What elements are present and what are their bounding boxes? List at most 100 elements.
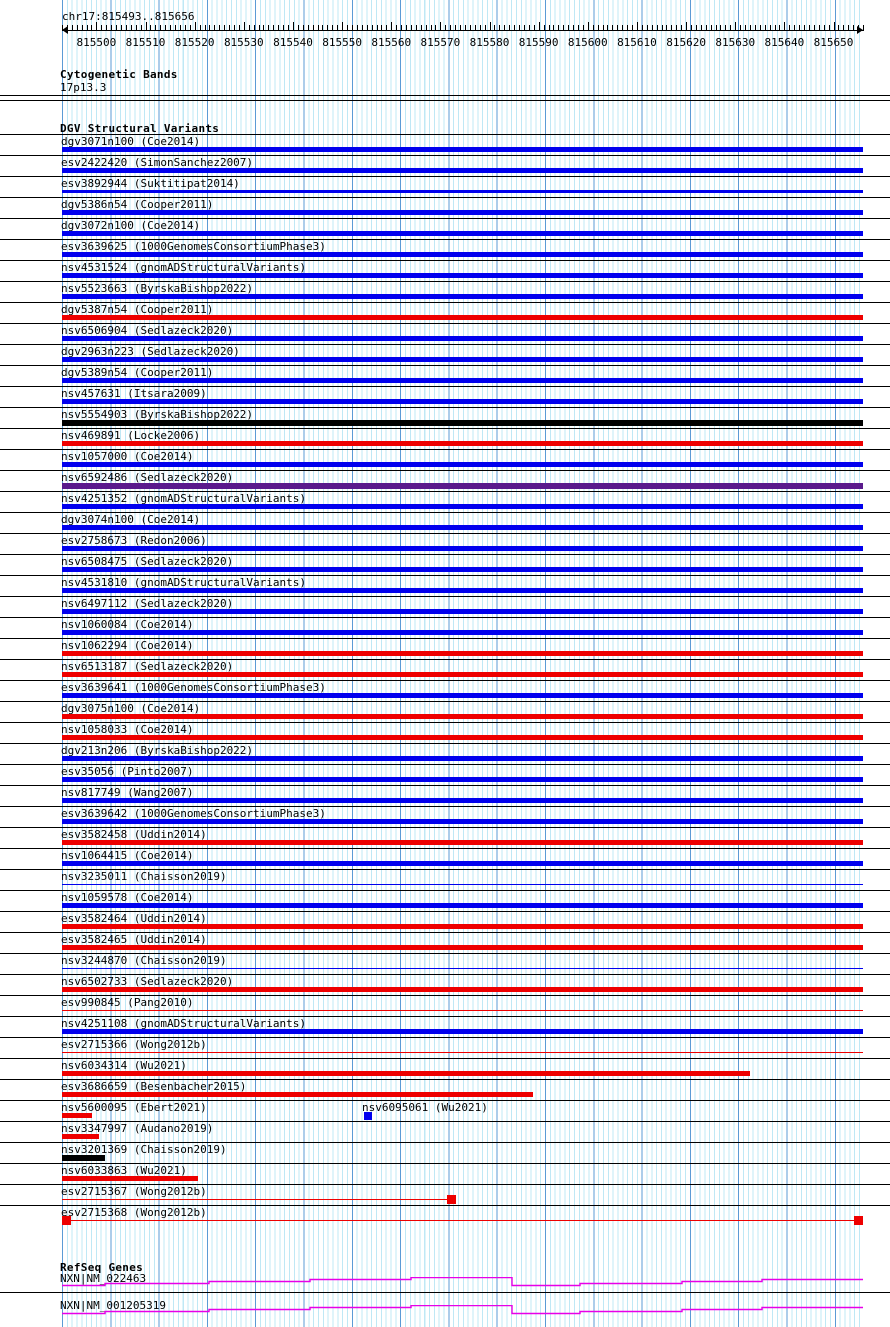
dgv-variant-bar[interactable] <box>62 315 863 320</box>
dgv-track[interactable]: nsv4531524 (gnomADStructuralVariants) <box>0 260 890 281</box>
dgv-track[interactable]: esv2715368 (Wong2012b) <box>0 1205 890 1226</box>
dgv-variant-bar[interactable] <box>62 714 863 719</box>
dgv-track[interactable]: nsv6506904 (Sedlazeck2020) <box>0 323 890 344</box>
dgv-variant-bar[interactable] <box>62 336 863 341</box>
dgv-variant-bar[interactable] <box>62 567 863 572</box>
dgv-track[interactable]: nsv6508475 (Sedlazeck2020) <box>0 554 890 575</box>
dgv-variant-bar[interactable] <box>62 273 863 278</box>
dgv-track[interactable]: nsv3347997 (Audano2019) <box>0 1121 890 1142</box>
dgv-variant-bar[interactable] <box>62 525 863 530</box>
dgv-variant-bar[interactable] <box>62 1113 92 1118</box>
dgv-variant-bar[interactable] <box>62 672 863 677</box>
dgv-variant-bar[interactable] <box>62 968 863 969</box>
dgv-track[interactable]: nsv1058033 (Coe2014) <box>0 722 890 743</box>
dgv-variant-bar[interactable] <box>62 294 863 299</box>
dgv-track[interactable]: esv3639641 (1000GenomesConsortiumPhase3) <box>0 680 890 701</box>
coordinate-ruler[interactable]: chr17:815493..815656 815500 815510 815520 8… <box>0 0 890 62</box>
dgv-track[interactable]: nsv5554903 (ByrskaBishop2022) <box>0 407 890 428</box>
dgv-variant-bar[interactable] <box>62 1071 750 1076</box>
refseq-gene-model[interactable] <box>0 1277 890 1291</box>
dgv-variant-endpoint-marker[interactable] <box>854 1216 863 1225</box>
dgv-track[interactable]: dgv3075n100 (Coe2014) <box>0 701 890 722</box>
dgv-variant-endpoint-marker[interactable] <box>364 1112 372 1120</box>
dgv-track[interactable]: dgv3071n100 (Coe2014) <box>0 134 890 155</box>
dgv-track[interactable]: nsv1062294 (Coe2014) <box>0 638 890 659</box>
dgv-variant-endpoint-marker[interactable] <box>62 1216 71 1225</box>
dgv-variant-bar[interactable] <box>62 1176 198 1181</box>
dgv-variant-bar[interactable] <box>62 777 863 782</box>
dgv-track[interactable]: esv990845 (Pang2010) <box>0 995 890 1016</box>
dgv-track[interactable]: nsv3244870 (Chaisson2019) <box>0 953 890 974</box>
dgv-track[interactable]: nsv6502733 (Sedlazeck2020) <box>0 974 890 995</box>
dgv-track[interactable]: dgv5389n54 (Cooper2011) <box>0 365 890 386</box>
dgv-track[interactable]: esv3582465 (Uddin2014) <box>0 932 890 953</box>
dgv-variant-bar[interactable] <box>62 798 863 803</box>
dgv-variant-bar[interactable] <box>62 819 863 824</box>
dgv-track[interactable]: nsv1059578 (Coe2014) <box>0 890 890 911</box>
dgv-variant-bar[interactable] <box>62 210 863 215</box>
dgv-variant-bar[interactable] <box>62 609 863 614</box>
dgv-track[interactable]: nsv6497112 (Sedlazeck2020) <box>0 596 890 617</box>
dgv-track[interactable]: dgv3074n100 (Coe2014) <box>0 512 890 533</box>
dgv-track-secondary[interactable]: nsv6095061 (Wu2021) <box>0 1100 890 1121</box>
dgv-variant-endpoint-marker[interactable] <box>447 1195 456 1204</box>
dgv-variant-bar[interactable] <box>62 651 863 656</box>
dgv-variant-bar[interactable] <box>62 1155 105 1161</box>
dgv-track[interactable]: esv35056 (Pinto2007) <box>0 764 890 785</box>
dgv-variant-bar[interactable] <box>62 1029 863 1034</box>
dgv-track[interactable]: dgv213n206 (ByrskaBishop2022) <box>0 743 890 764</box>
dgv-track[interactable]: dgv5386n54 (Cooper2011) <box>0 197 890 218</box>
dgv-variant-bar[interactable] <box>62 1220 863 1221</box>
dgv-variant-bar[interactable] <box>62 147 863 152</box>
dgv-variant-bar[interactable] <box>62 357 863 362</box>
dgv-track[interactable]: dgv5387n54 (Cooper2011) <box>0 302 890 323</box>
dgv-variant-bar[interactable] <box>62 483 863 489</box>
dgv-variant-bar[interactable] <box>62 378 863 383</box>
dgv-variant-bar[interactable] <box>62 861 863 866</box>
dgv-variant-bar[interactable] <box>62 987 863 992</box>
refseq-gene-label[interactable]: NXN|NM_001205319 <box>60 1299 166 1312</box>
dgv-variant-bar[interactable] <box>62 546 863 551</box>
dgv-variant-bar[interactable] <box>62 462 863 467</box>
dgv-variant-bar[interactable] <box>62 1010 863 1011</box>
dgv-variant-bar[interactable] <box>62 420 863 426</box>
dgv-variant-bar[interactable] <box>62 231 863 236</box>
dgv-variant-bar[interactable] <box>62 840 863 845</box>
dgv-track[interactable]: nsv3201369 (Chaisson2019) <box>0 1142 890 1163</box>
dgv-track[interactable]: esv3639642 (1000GenomesConsortiumPhase3) <box>0 806 890 827</box>
dgv-track[interactable]: esv3582458 (Uddin2014) <box>0 827 890 848</box>
dgv-variant-bar[interactable] <box>62 945 863 950</box>
dgv-track[interactable]: nsv4531810 (gnomADStructuralVariants) <box>0 575 890 596</box>
dgv-variant-bar[interactable] <box>62 756 863 761</box>
dgv-variant-bar[interactable] <box>62 1092 533 1097</box>
dgv-track[interactable]: nsv6033863 (Wu2021) <box>0 1163 890 1184</box>
dgv-track[interactable]: dgv3072n100 (Coe2014) <box>0 218 890 239</box>
dgv-track[interactable]: nsv3235011 (Chaisson2019) <box>0 869 890 890</box>
dgv-variant-bar[interactable] <box>62 190 863 193</box>
dgv-variant-bar[interactable] <box>62 399 863 404</box>
dgv-variant-bar[interactable] <box>62 504 863 509</box>
dgv-variant-bar[interactable] <box>62 252 863 257</box>
dgv-track[interactable]: dgv2963n223 (Sedlazeck2020) <box>0 344 890 365</box>
dgv-variant-bar[interactable] <box>62 903 863 908</box>
dgv-track[interactable]: nsv5600095 (Ebert2021) <box>0 1100 890 1121</box>
refseq-gene-model[interactable] <box>0 1305 890 1319</box>
dgv-track[interactable]: nsv1064415 (Coe2014) <box>0 848 890 869</box>
dgv-variant-bar[interactable] <box>62 735 863 740</box>
dgv-variant-bar[interactable] <box>62 1052 863 1053</box>
dgv-track[interactable]: nsv4251108 (gnomADStructuralVariants) <box>0 1016 890 1037</box>
dgv-track[interactable]: nsv1057000 (Coe2014) <box>0 449 890 470</box>
dgv-track[interactable]: esv2422420 (SimonSanchez2007) <box>0 155 890 176</box>
dgv-variant-bar[interactable] <box>62 884 863 885</box>
dgv-track[interactable]: nsv817749 (Wang2007) <box>0 785 890 806</box>
refseq-gene-label[interactable]: NXN|NM_022463 <box>60 1272 147 1285</box>
dgv-track[interactable]: nsv5523663 (ByrskaBishop2022) <box>0 281 890 302</box>
dgv-track[interactable]: nsv1060084 (Coe2014) <box>0 617 890 638</box>
dgv-variant-bar[interactable] <box>62 693 863 698</box>
dgv-track[interactable]: esv3686659 (Besenbacher2015) <box>0 1079 890 1100</box>
dgv-variant-bar[interactable] <box>62 630 863 635</box>
dgv-track[interactable]: esv2758673 (Redon2006) <box>0 533 890 554</box>
dgv-variant-bar[interactable] <box>62 1199 452 1200</box>
dgv-variant-bar[interactable] <box>62 588 863 593</box>
dgv-variant-bar[interactable] <box>62 168 863 173</box>
